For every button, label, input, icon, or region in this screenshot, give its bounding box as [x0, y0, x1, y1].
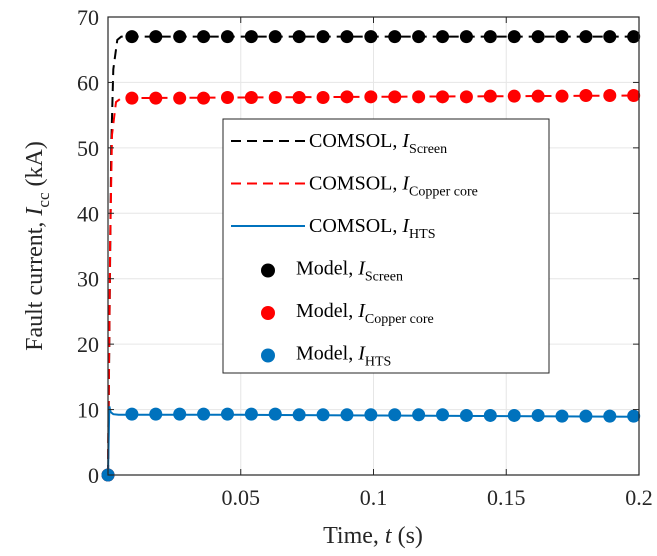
data-point — [412, 30, 426, 44]
data-point — [364, 408, 378, 422]
data-point — [507, 89, 521, 103]
data-point — [388, 30, 402, 44]
legend-box — [222, 118, 550, 374]
data-point — [459, 408, 473, 422]
data-point — [125, 407, 139, 421]
data-point — [555, 89, 569, 103]
y-tick-label: 60 — [77, 70, 99, 95]
data-point — [531, 30, 545, 44]
data-point — [220, 407, 234, 421]
data-point — [436, 30, 450, 44]
data-point — [244, 407, 258, 421]
data-point — [507, 408, 521, 422]
data-point — [388, 408, 402, 422]
data-point — [292, 30, 306, 44]
data-point — [483, 89, 497, 103]
y-tick-label: 0 — [88, 463, 99, 488]
y-axis-title: Fault current, Icc (kA) — [22, 141, 53, 351]
series-plot — [101, 30, 641, 482]
y-tick-label: 10 — [77, 398, 99, 423]
data-point — [603, 409, 617, 423]
data-point — [627, 409, 641, 423]
data-point — [268, 90, 282, 104]
data-point — [340, 408, 354, 422]
data-point — [364, 90, 378, 104]
data-point — [316, 30, 330, 44]
data-point — [244, 30, 258, 44]
data-point — [364, 30, 378, 44]
data-point — [292, 408, 306, 422]
data-point — [579, 89, 593, 103]
y-tick-label: 50 — [77, 136, 99, 161]
data-point — [244, 90, 258, 104]
data-point — [340, 90, 354, 104]
x-tick-label: 0.1 — [360, 485, 388, 510]
x-tick-label: 0.15 — [487, 485, 526, 510]
legend-entry: Model, ICopper core — [296, 300, 434, 327]
data-point — [579, 30, 593, 44]
data-point — [316, 408, 330, 422]
legend-entry: COMSOL, ICopper core — [309, 173, 478, 200]
data-point — [436, 90, 450, 104]
data-point — [292, 90, 306, 104]
data-point — [483, 408, 497, 422]
x-tick-label: 0.05 — [222, 485, 261, 510]
data-point — [388, 90, 402, 104]
data-point — [507, 30, 521, 44]
legend-entry: Model, IScreen — [296, 258, 403, 285]
data-point — [125, 91, 139, 105]
legend-marker — [261, 263, 275, 278]
data-point — [436, 408, 450, 422]
data-point — [579, 409, 593, 423]
data-point — [149, 91, 163, 105]
legend-entry: Model, IHTS — [296, 343, 391, 370]
data-point — [268, 30, 282, 44]
data-point — [197, 407, 211, 421]
data-point — [268, 407, 282, 421]
data-point — [173, 30, 187, 44]
data-point — [412, 408, 426, 422]
y-tick-label: 70 — [77, 5, 99, 30]
data-point — [603, 30, 617, 44]
legend: COMSOL, IScreen COMSOL, ICopper core COMSO… — [222, 118, 550, 374]
data-point — [531, 408, 545, 422]
data-point — [459, 90, 473, 104]
data-point — [220, 90, 234, 104]
data-point — [173, 91, 187, 105]
data-point — [149, 407, 163, 421]
data-point — [627, 89, 641, 103]
data-point — [220, 30, 234, 44]
legend-marker — [261, 348, 275, 363]
data-point — [173, 407, 187, 421]
data-point — [555, 30, 569, 44]
data-point — [125, 30, 139, 44]
legend-marker — [261, 306, 275, 320]
data-point — [603, 89, 617, 103]
data-point — [197, 30, 211, 44]
data-point — [340, 30, 354, 44]
data-point — [459, 30, 473, 44]
y-tick-label: 20 — [77, 332, 99, 357]
data-point — [316, 90, 330, 104]
y-tick-label: 40 — [77, 201, 99, 226]
axis-ticks: 0 10 20 30 40 50 60 70 0.05 0.1 0.15 0.2 — [77, 5, 653, 510]
y-tick-label: 30 — [77, 267, 99, 292]
legend-entry: COMSOL, IHTS — [309, 215, 435, 242]
x-tick-label: 0.2 — [625, 485, 653, 510]
data-point — [483, 30, 497, 44]
legend-entry: COMSOL, IScreen — [309, 130, 447, 157]
x-axis-title: Time, t (s) — [323, 523, 423, 549]
data-point — [627, 30, 641, 44]
data-point — [531, 89, 545, 103]
data-point — [149, 30, 163, 44]
data-point — [412, 90, 426, 104]
data-point — [197, 91, 211, 105]
data-point — [555, 409, 569, 423]
